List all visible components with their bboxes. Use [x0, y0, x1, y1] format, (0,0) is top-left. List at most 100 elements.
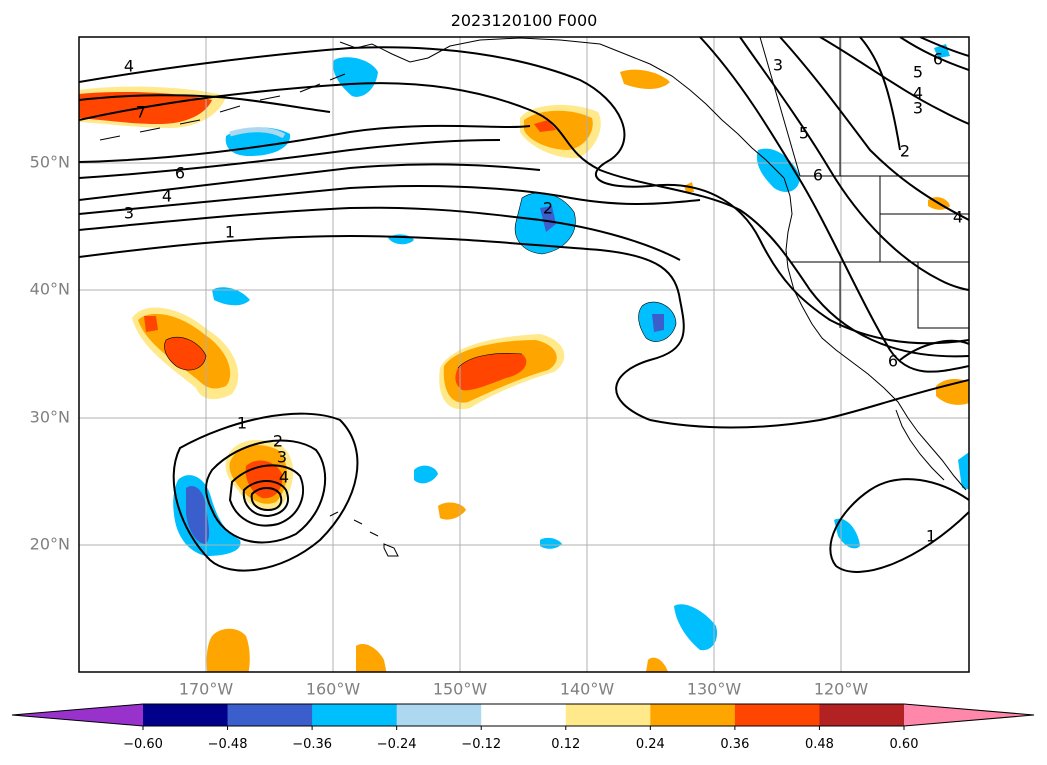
positive-anomaly-west-35n-core: [164, 337, 206, 371]
contour-label: 4: [124, 57, 134, 76]
coastlines: [99, 37, 969, 557]
negative-anomaly-bc-coast: [756, 148, 800, 192]
colorbar-tick-label: −0.12: [461, 737, 501, 752]
colorbar-tick-label: −0.24: [377, 737, 417, 752]
contour-label: 3: [773, 56, 783, 75]
negative-anomaly-aleutian-light: [229, 127, 286, 139]
aleutian-islands: [99, 73, 346, 141]
contour-label: 7: [136, 103, 146, 122]
lon-label: 140°W: [560, 680, 615, 699]
contour-label: 2: [900, 142, 910, 161]
shaded-anomalies: [79, 44, 969, 672]
contour-label: 3: [277, 448, 287, 467]
lat-label: 50°N: [30, 153, 70, 172]
negative-anomaly-bering: [333, 57, 378, 97]
colorbar-segment: [650, 704, 736, 726]
lat-label: 40°N: [30, 280, 70, 299]
map-frame: [78, 36, 970, 673]
colorbar-segment: [481, 704, 567, 726]
baja-peninsula: [895, 409, 945, 481]
contour-line-east-2: [859, 37, 901, 151]
colorbar-tick-label: 0.12: [551, 737, 580, 752]
contour-line-high-se: [829, 478, 969, 573]
contour-label: 4: [279, 468, 289, 487]
contour-label: 4: [953, 208, 963, 227]
latitude-labels: 50°N 40°N 30°N 20°N: [30, 153, 70, 554]
colorbar-segment: [396, 704, 482, 726]
contour-line-southwest-us: [899, 339, 969, 361]
positive-anomaly-south-central: [356, 643, 387, 672]
hawaiian-islands: [329, 511, 399, 557]
pacific-northwest-coast: [783, 177, 967, 491]
negative-anomaly-small-25n: [414, 465, 438, 484]
lon-label: 170°W: [179, 680, 234, 699]
contour-label: 1: [225, 223, 235, 242]
positive-anomaly-south-east: [646, 657, 668, 672]
negative-anomaly-40n-170w: [212, 287, 250, 306]
colorbar-extend-max: [904, 704, 1034, 726]
negative-anomaly-small-20n: [540, 537, 562, 549]
contour-label: 1: [237, 414, 247, 433]
colorbar-segment: [143, 704, 229, 726]
positive-anomaly-central-33n-core: [455, 353, 527, 391]
us-state-borders: [790, 37, 969, 329]
contour-line-5: [79, 139, 501, 179]
colorbar-segments: [12, 704, 1034, 726]
positive-anomaly-alaska-coast: [620, 69, 670, 89]
contour-line-6: [79, 124, 531, 163]
colorbar: −0.60 −0.48 −0.36 −0.24 −0.12 0.12 0.24 0.36 0.4…: [11, 703, 1035, 752]
contour-label: 6: [888, 352, 898, 371]
outline-37n: [638, 301, 677, 342]
lon-label: 120°W: [814, 680, 869, 699]
contour-line-ne-b: [919, 37, 969, 57]
colorbar-segment: [312, 704, 398, 726]
lat-label: 30°N: [30, 408, 70, 427]
contour-label: 6: [933, 50, 943, 69]
colorbar-tick-label: −0.48: [208, 737, 248, 752]
colorbar-tick-label: −0.60: [123, 737, 163, 752]
negative-anomaly-east-edge: [958, 452, 969, 490]
positive-anomaly-south-west: [206, 628, 250, 672]
lon-label: 130°W: [687, 680, 742, 699]
lon-label: 150°W: [433, 680, 488, 699]
contour-label: 1: [926, 527, 936, 546]
contour-line-7: [79, 94, 331, 113]
contour-line-north-1: [79, 46, 969, 345]
colorbar-segment: [565, 704, 651, 726]
contour-label: 5: [799, 124, 809, 143]
longitude-labels: 170°W 160°W 150°W 140°W 130°W 120°W: [179, 680, 869, 699]
contour-line-east-4: [779, 37, 969, 221]
contour-label: 4: [913, 84, 923, 103]
negative-anomaly-14n-132w: [674, 604, 718, 651]
contour-line-4: [79, 163, 541, 201]
positive-anomaly-north-central-peak: [534, 120, 556, 132]
positive-anomaly-west-35n-small: [144, 316, 158, 332]
negative-anomaly-west-of-low-core: [186, 486, 210, 544]
map-title: 2023120100 F000: [451, 11, 598, 30]
colorbar-tick-label: 0.48: [805, 737, 834, 752]
colorbar-segment: [734, 704, 820, 726]
contour-line-low-3: [228, 464, 304, 527]
contour-line-ne-a: [899, 37, 969, 71]
contour-label: 3: [913, 99, 923, 118]
contour-line-north-2: [79, 82, 969, 358]
outline-central-core: [457, 353, 523, 369]
contour-line-2: [79, 206, 681, 261]
contour-lines: [79, 37, 969, 573]
colorbar-segment: [819, 704, 905, 726]
contour-labels: 4 7 6 4 3 1 2 3 5 4 3 2 6 5 6 4 6 1 2 3 …: [124, 50, 963, 546]
west-canada-border: [759, 37, 801, 177]
contour-line-low-5: [250, 487, 283, 512]
contour-label: 2: [273, 432, 283, 451]
negative-anomaly-37n-135w-core: [652, 314, 664, 332]
contour-label: 4: [162, 187, 172, 206]
colorbar-tick-label: 0.60: [890, 737, 919, 752]
lat-label: 20°N: [30, 535, 70, 554]
negative-anomaly-gulf-core: [540, 206, 556, 232]
map-area: [79, 37, 969, 672]
contour-line-low-1: [172, 412, 359, 572]
alaska-coastline: [339, 37, 785, 179]
contour-line-low-4: [242, 480, 289, 518]
contour-line-east-5: [739, 37, 969, 291]
